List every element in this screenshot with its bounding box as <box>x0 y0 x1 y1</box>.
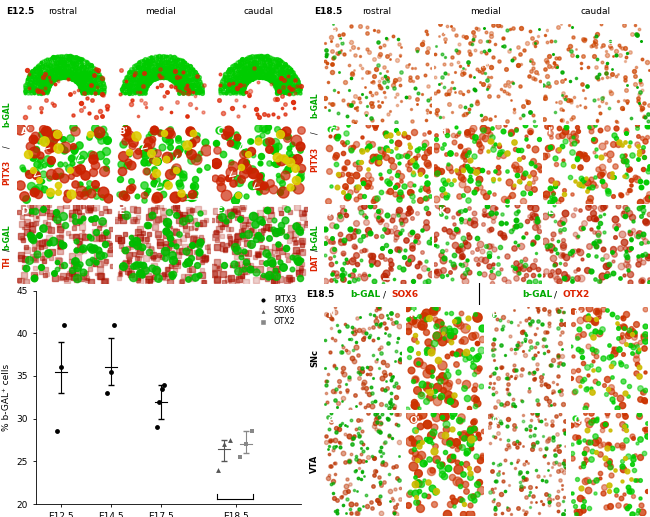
Bar <box>508 337 542 383</box>
Text: F: F <box>216 207 222 216</box>
Text: A': A' <box>21 127 31 136</box>
Text: L: L <box>547 207 553 216</box>
Text: C': C' <box>216 127 226 136</box>
Text: D: D <box>21 207 28 216</box>
Text: SNc: SNc <box>337 37 350 42</box>
Text: b-GAL: b-GAL <box>522 290 552 299</box>
Text: E12.5: E12.5 <box>6 7 34 17</box>
Bar <box>46 95 74 115</box>
Text: caudal: caudal <box>580 7 610 17</box>
Bar <box>332 51 369 96</box>
Text: b-GAL: b-GAL <box>350 290 381 299</box>
Text: b-GAL: b-GAL <box>3 224 12 250</box>
Text: Q': Q' <box>573 416 584 425</box>
Text: b-GAL: b-GAL <box>310 224 319 250</box>
Text: PITX3: PITX3 <box>310 147 319 172</box>
Text: SNc: SNc <box>310 348 319 367</box>
Bar <box>336 444 370 494</box>
Legend: PITX3, SOX6, OTX2: PITX3, SOX6, OTX2 <box>252 292 300 330</box>
Bar <box>602 55 640 100</box>
Text: caudal: caudal <box>244 7 274 17</box>
Text: VTA: VTA <box>476 63 489 69</box>
Text: P: P <box>491 310 498 318</box>
Text: G: G <box>329 27 336 36</box>
Text: N': N' <box>410 310 420 318</box>
Text: P': P' <box>573 310 583 318</box>
Bar <box>471 78 508 123</box>
Text: Q: Q <box>491 416 499 425</box>
Text: /: / <box>310 131 319 134</box>
Text: B': B' <box>118 127 128 136</box>
Text: rostral: rostral <box>362 7 391 17</box>
Text: O: O <box>328 416 335 425</box>
Text: b-GAL: b-GAL <box>3 101 12 127</box>
Text: /: / <box>3 248 12 251</box>
Y-axis label: % b-GAL⁺ cells: % b-GAL⁺ cells <box>2 364 11 431</box>
Bar <box>336 337 370 388</box>
Text: PITX3: PITX3 <box>3 160 12 185</box>
Text: G': G' <box>329 127 339 136</box>
Text: medial: medial <box>471 7 501 17</box>
Bar <box>143 95 172 115</box>
Text: A: A <box>21 27 28 36</box>
Text: TH: TH <box>3 256 12 268</box>
Text: VTA: VTA <box>310 455 319 473</box>
Text: N: N <box>328 310 335 318</box>
Text: C: C <box>216 27 223 36</box>
Text: /: / <box>383 290 386 299</box>
Text: OTX2: OTX2 <box>563 290 590 299</box>
Text: K: K <box>438 207 445 216</box>
Text: I': I' <box>547 127 554 136</box>
Bar <box>241 95 269 115</box>
Text: E: E <box>118 207 125 216</box>
Text: b-GAL: b-GAL <box>310 93 319 118</box>
Text: H: H <box>438 27 446 36</box>
Text: /: / <box>310 248 319 251</box>
Text: J: J <box>329 207 332 216</box>
Text: I: I <box>547 27 551 36</box>
Text: DAT: DAT <box>310 254 319 271</box>
Text: E18.5: E18.5 <box>315 7 343 17</box>
Text: E18.5: E18.5 <box>306 290 334 299</box>
Text: CLi: CLi <box>607 40 618 47</box>
Text: SOX6: SOX6 <box>391 290 419 299</box>
Text: medial: medial <box>146 7 176 17</box>
Text: O': O' <box>410 416 420 425</box>
Bar <box>508 444 542 490</box>
Text: H': H' <box>438 127 448 136</box>
Text: B: B <box>118 27 125 36</box>
Text: /: / <box>554 290 557 299</box>
Text: rostral: rostral <box>49 7 78 17</box>
Text: /: / <box>3 145 12 148</box>
